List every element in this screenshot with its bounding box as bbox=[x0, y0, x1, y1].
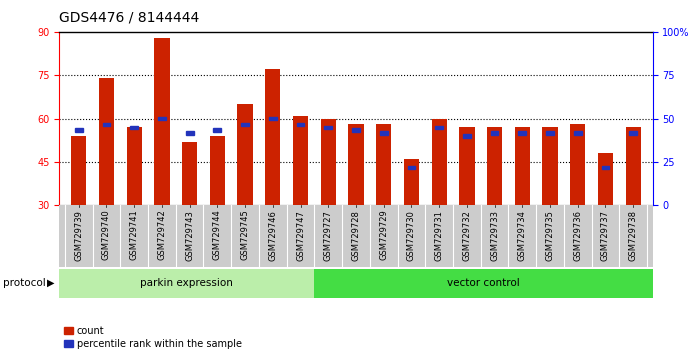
Text: GSM729741: GSM729741 bbox=[130, 210, 139, 261]
Bar bbox=[570, 124, 586, 205]
Bar bbox=[598, 153, 613, 205]
Bar bbox=[313, 269, 653, 297]
Text: protocol: protocol bbox=[3, 278, 46, 288]
Text: GSM729734: GSM729734 bbox=[518, 210, 527, 261]
Bar bbox=[380, 131, 387, 135]
Bar bbox=[242, 122, 249, 126]
Bar bbox=[463, 134, 470, 138]
Bar bbox=[408, 166, 415, 170]
Bar bbox=[542, 127, 558, 205]
Text: GSM729736: GSM729736 bbox=[573, 210, 582, 261]
Bar bbox=[297, 122, 304, 126]
Text: GSM729728: GSM729728 bbox=[352, 210, 360, 261]
Text: ▶: ▶ bbox=[47, 278, 54, 288]
Legend: count, percentile rank within the sample: count, percentile rank within the sample bbox=[64, 326, 242, 349]
Bar bbox=[487, 127, 503, 205]
Bar bbox=[546, 131, 554, 135]
Bar bbox=[320, 119, 336, 205]
Text: GSM729744: GSM729744 bbox=[213, 210, 222, 261]
Bar bbox=[269, 117, 276, 120]
Bar bbox=[209, 136, 225, 205]
Bar bbox=[519, 131, 526, 135]
Text: GSM729727: GSM729727 bbox=[324, 210, 333, 261]
Text: GSM729738: GSM729738 bbox=[629, 210, 638, 261]
Bar bbox=[75, 129, 82, 132]
Text: parkin expression: parkin expression bbox=[140, 278, 233, 287]
Bar bbox=[214, 129, 221, 132]
Text: GSM729737: GSM729737 bbox=[601, 210, 610, 261]
Bar bbox=[514, 127, 530, 205]
Bar bbox=[158, 117, 166, 120]
Text: GSM729747: GSM729747 bbox=[296, 210, 305, 261]
Bar bbox=[404, 159, 419, 205]
Text: GSM729735: GSM729735 bbox=[546, 210, 554, 261]
Bar bbox=[59, 269, 313, 297]
Bar bbox=[237, 104, 253, 205]
Bar bbox=[131, 126, 138, 129]
Bar bbox=[182, 142, 198, 205]
Text: GSM729730: GSM729730 bbox=[407, 210, 416, 261]
Bar bbox=[71, 136, 87, 205]
Bar bbox=[265, 69, 281, 205]
Bar bbox=[630, 131, 637, 135]
Bar bbox=[293, 116, 308, 205]
Bar bbox=[325, 126, 332, 129]
Bar bbox=[103, 122, 110, 126]
Text: GSM729743: GSM729743 bbox=[185, 210, 194, 261]
Bar bbox=[436, 126, 443, 129]
Bar bbox=[126, 127, 142, 205]
Text: GDS4476 / 8144444: GDS4476 / 8144444 bbox=[59, 11, 200, 25]
Bar bbox=[352, 129, 360, 132]
Bar bbox=[186, 131, 193, 135]
Text: GSM729732: GSM729732 bbox=[462, 210, 471, 261]
Bar bbox=[348, 124, 364, 205]
Bar bbox=[602, 166, 609, 170]
Bar bbox=[459, 127, 475, 205]
Text: GSM729742: GSM729742 bbox=[158, 210, 166, 261]
Text: vector control: vector control bbox=[447, 278, 519, 287]
Bar bbox=[154, 38, 170, 205]
Text: GSM729746: GSM729746 bbox=[268, 210, 277, 261]
Text: GSM729739: GSM729739 bbox=[74, 210, 83, 261]
Bar bbox=[431, 119, 447, 205]
Text: GSM729733: GSM729733 bbox=[490, 210, 499, 261]
Bar bbox=[574, 131, 581, 135]
Text: GSM729740: GSM729740 bbox=[102, 210, 111, 261]
Text: GSM729731: GSM729731 bbox=[435, 210, 444, 261]
Text: GSM729729: GSM729729 bbox=[379, 210, 388, 261]
Text: GSM729745: GSM729745 bbox=[241, 210, 250, 261]
Bar bbox=[99, 78, 114, 205]
Bar bbox=[376, 124, 392, 205]
Bar bbox=[491, 131, 498, 135]
Bar bbox=[625, 127, 641, 205]
